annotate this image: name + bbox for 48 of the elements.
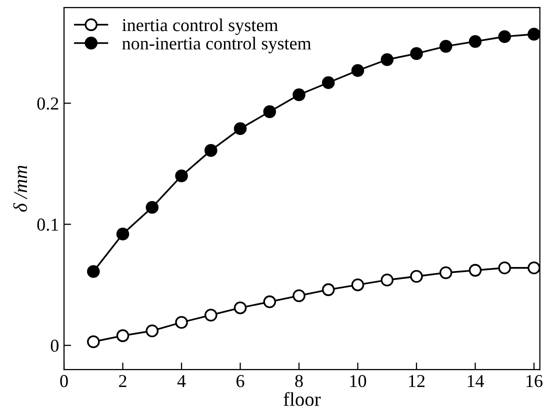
point <box>351 278 364 292</box>
x-tick-label: 16 <box>526 375 542 388</box>
point <box>468 35 482 48</box>
x-tick-label: 0 <box>60 374 68 388</box>
point <box>439 40 452 53</box>
x-tick-label: 6 <box>236 375 244 388</box>
point <box>498 262 511 274</box>
point <box>351 64 364 77</box>
point <box>380 274 394 286</box>
point <box>204 144 218 157</box>
x-tick-label: 4 <box>177 375 186 387</box>
legend-label: non-inertia control system <box>122 36 312 54</box>
x-tick-label: 10 <box>350 374 366 388</box>
point <box>204 308 218 322</box>
y-axis-title: δ /mm <box>13 166 28 212</box>
point <box>87 265 100 278</box>
point <box>528 28 540 41</box>
point <box>322 283 335 296</box>
point <box>410 47 423 60</box>
point <box>528 262 540 274</box>
point <box>439 266 452 280</box>
point <box>468 264 482 277</box>
point <box>322 76 335 90</box>
y-tick-label: 0.1 <box>37 218 58 231</box>
x-tick-label: 8 <box>295 374 303 388</box>
x-tick-label: 2 <box>119 375 126 387</box>
point <box>234 301 247 314</box>
point <box>292 289 306 302</box>
point <box>87 335 100 348</box>
point <box>175 169 188 182</box>
y-tick-label: 0.2 <box>37 97 58 110</box>
point <box>292 88 306 102</box>
point <box>146 200 159 214</box>
x-tick-label: 14 <box>468 375 484 387</box>
x-tick-label: 12 <box>409 375 425 387</box>
point <box>263 295 276 308</box>
y-tick-label: 0 <box>50 340 58 352</box>
point <box>146 324 159 338</box>
point <box>116 228 130 240</box>
legend-label: inertia control system <box>122 18 278 35</box>
point <box>410 270 423 283</box>
point <box>116 329 130 342</box>
point <box>175 316 188 329</box>
point <box>234 122 247 136</box>
point <box>263 105 276 118</box>
point <box>498 30 511 44</box>
point <box>380 53 394 66</box>
x-axis-title: floor <box>284 392 321 406</box>
